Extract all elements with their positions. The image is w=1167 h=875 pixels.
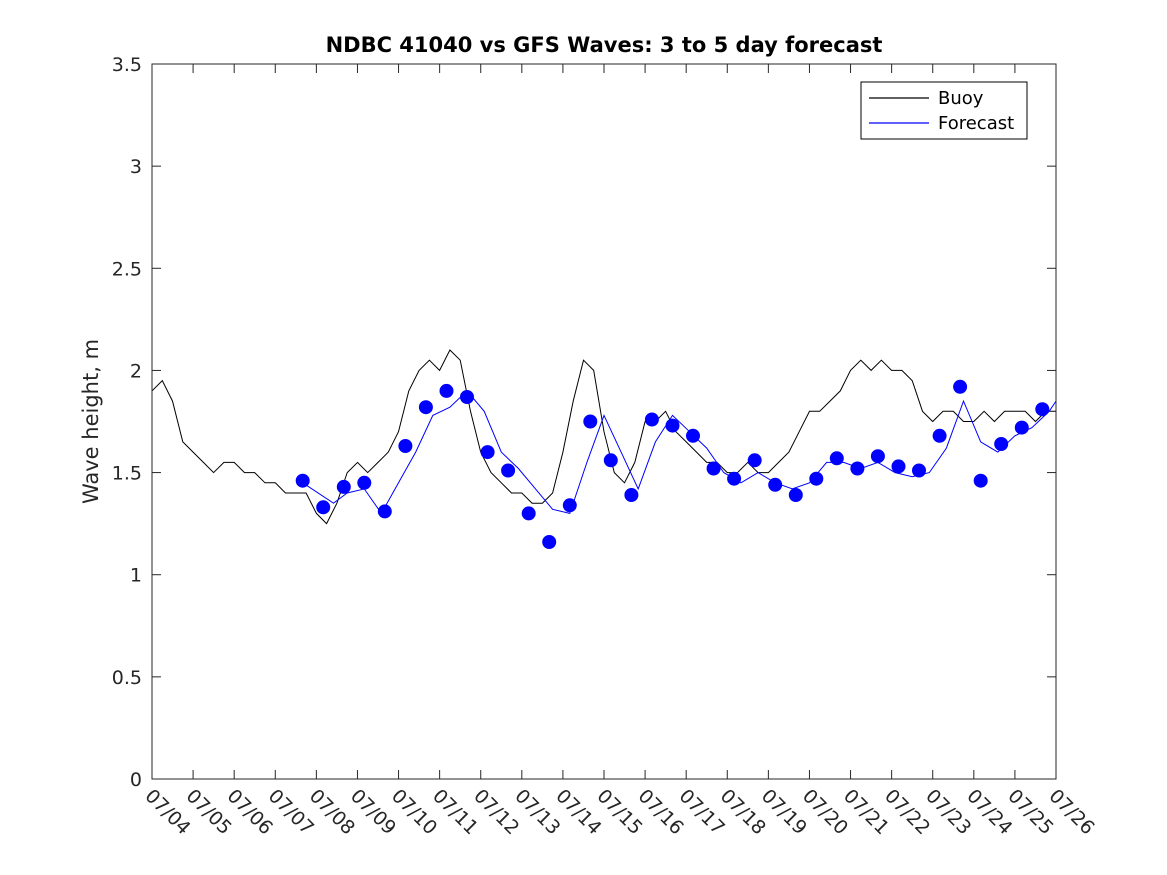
- x-tick-label: 07/26: [1044, 785, 1098, 839]
- x-tick-label: 07/11: [428, 785, 482, 839]
- x-tick-label: 07/06: [223, 785, 277, 839]
- forecast-point: [953, 379, 968, 394]
- forecast-point: [994, 437, 1009, 451]
- forecast-point: [768, 477, 783, 492]
- y-tick-label: 2.5: [112, 258, 142, 280]
- x-tick-label: 07/20: [798, 785, 852, 839]
- y-tick-label: 3.5: [112, 54, 142, 76]
- forecast-point: [850, 461, 865, 476]
- forecast-point: [398, 439, 413, 453]
- forecast-point: [870, 449, 885, 464]
- x-tick-label: 07/25: [1003, 785, 1057, 839]
- x-tick-label: 07/07: [264, 785, 318, 839]
- forecast-point: [912, 463, 926, 478]
- forecast-point: [1014, 420, 1029, 435]
- x-tick-label: 07/23: [921, 785, 975, 839]
- forecast-point: [521, 506, 536, 521]
- y-axis: 0 0.5 1 1.5 2 2.5 3 3.5: [112, 54, 1056, 791]
- legend-label-forecast: Forecast: [938, 113, 1014, 134]
- plot-area: [151, 63, 1057, 780]
- forecast-point: [583, 414, 598, 429]
- forecast-point: [439, 383, 454, 398]
- legend: Buoy Forecast: [860, 81, 1028, 140]
- x-tick-label: 07/09: [346, 785, 400, 839]
- y-tick-label: 3: [130, 156, 142, 178]
- legend-box: [860, 81, 1028, 140]
- x-tick-label: 07/14: [551, 785, 605, 839]
- x-tick-label: 07/05: [182, 785, 236, 839]
- x-tick-label: 07/08: [305, 785, 359, 839]
- forecast-markers: [295, 379, 1050, 549]
- forecast-point: [418, 400, 433, 415]
- forecast-point: [809, 471, 824, 486]
- forecast-point: [644, 412, 659, 427]
- forecast-point: [932, 428, 947, 443]
- y-tick-label: 1.5: [112, 463, 142, 485]
- forecast-point: [829, 451, 844, 466]
- forecast-point: [603, 453, 618, 468]
- forecast-point: [480, 445, 495, 460]
- x-tick-label: 07/04: [140, 785, 194, 839]
- y-tick-label: 0.5: [112, 667, 142, 689]
- forecast-point: [624, 488, 639, 502]
- x-tick-label: 07/18: [716, 785, 770, 839]
- series-line-buoy: [152, 349, 1056, 525]
- forecast-point: [316, 500, 331, 515]
- chart-title: NDBC 41040 vs GFS Waves: 3 to 5 day fore…: [326, 33, 883, 57]
- y-tick-label: 2: [130, 360, 142, 382]
- x-tick-label: 07/13: [510, 785, 564, 839]
- forecast-point: [891, 459, 906, 474]
- forecast-point: [336, 479, 351, 494]
- forecast-point: [501, 463, 516, 478]
- x-tick-label: 07/19: [757, 785, 811, 839]
- legend-label-buoy: Buoy: [938, 88, 984, 109]
- forecast-point: [706, 461, 721, 476]
- x-tick-label: 07/24: [962, 785, 1016, 839]
- forecast-point: [973, 473, 988, 488]
- plot-background: [152, 64, 1056, 779]
- forecast-point: [665, 418, 680, 433]
- x-tick-label: 07/16: [634, 785, 688, 839]
- x-tick-label: 07/17: [675, 785, 729, 839]
- x-tick-label: 07/22: [880, 785, 934, 839]
- forecast-point: [788, 488, 803, 502]
- forecast-point: [747, 453, 762, 468]
- x-tick-label: 07/21: [839, 785, 893, 839]
- series-group: [152, 349, 1056, 549]
- forecast-point: [295, 473, 310, 488]
- y-axis-label: Wave height, m: [79, 339, 103, 504]
- forecast-point: [727, 471, 742, 486]
- forecast-point: [542, 535, 557, 549]
- forecast-point: [460, 390, 474, 404]
- y-tick-label: 1: [130, 565, 142, 587]
- forecast-point: [686, 428, 700, 443]
- forecast-point: [357, 475, 372, 490]
- x-tick-label: 07/12: [469, 785, 523, 839]
- forecast-point: [377, 504, 392, 519]
- forecast-point: [1035, 402, 1050, 417]
- x-tick-label: 07/10: [387, 785, 441, 839]
- forecast-point: [562, 498, 577, 513]
- y-tick-label: 0: [130, 769, 142, 791]
- x-tick-label: 07/15: [592, 785, 646, 839]
